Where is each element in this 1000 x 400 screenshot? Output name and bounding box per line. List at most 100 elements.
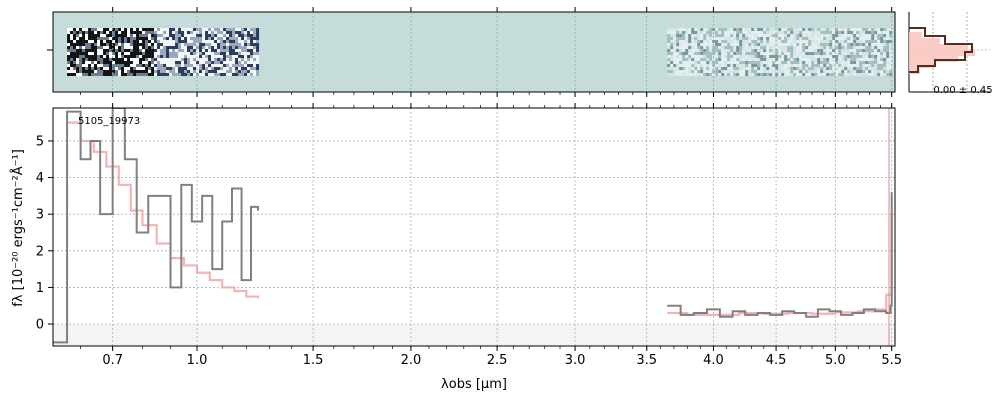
- spectrum-2d-pixel: [178, 61, 182, 64]
- spectrum-2d-pixel: [805, 70, 809, 73]
- spectrum-2d-pixel: [733, 52, 737, 55]
- spectrum-2d-pixel: [148, 28, 152, 31]
- spectrum-2d-pixel: [880, 37, 884, 40]
- spectrum-2d-pixel: [172, 28, 176, 31]
- spectrum-2d-pixel: [739, 52, 743, 55]
- spectrum-2d-pixel: [721, 64, 725, 67]
- spectrum-2d-pixel: [682, 31, 686, 34]
- spectrum-2d-pixel: [772, 28, 776, 31]
- spectrum-2d-pixel: [685, 61, 689, 64]
- spectrum-2d-pixel: [136, 64, 140, 67]
- spectrum-2d-pixel: [685, 46, 689, 49]
- spectrum-2d-pixel: [808, 43, 812, 46]
- spectrum-2d-pixel: [760, 43, 764, 46]
- spectrum-2d-pixel: [202, 70, 206, 73]
- spectrum-2d-pixel: [214, 64, 218, 67]
- spectrum-2d-pixel: [745, 58, 749, 61]
- spectrum-2d-pixel: [781, 46, 785, 49]
- spectrum-2d-pixel: [112, 37, 116, 40]
- spectrum-2d-pixel: [796, 28, 800, 31]
- spectrum-2d-pixel: [175, 61, 179, 64]
- spectrum-2d-pixel: [238, 52, 242, 55]
- spectrum-2d-pixel: [679, 28, 683, 31]
- spectrum-2d-pixel: [865, 28, 869, 31]
- spectrum-2d-pixel: [670, 61, 674, 64]
- spectrum-2d-pixel: [148, 34, 152, 37]
- spectrum-2d-pixel: [868, 58, 872, 61]
- spectrum-2d-pixel: [67, 40, 71, 43]
- spectrum-2d-pixel: [160, 73, 164, 76]
- spectrum-2d-pixel: [862, 46, 866, 49]
- spectrum-2d-pixel: [682, 43, 686, 46]
- spectrum-2d-pixel: [829, 46, 833, 49]
- spectrum-2d-pixel: [853, 49, 857, 52]
- spectrum-2d-pixel: [799, 49, 803, 52]
- spectrum-2d-pixel: [223, 37, 227, 40]
- spectrum-2d-pixel: [196, 73, 200, 76]
- spectrum-2d-pixel: [115, 67, 119, 70]
- spectrum-2d-pixel: [715, 46, 719, 49]
- spectrum-2d-pixel: [250, 58, 254, 61]
- spectrum-2d-pixel: [730, 46, 734, 49]
- spectrum-2d-pixel: [868, 43, 872, 46]
- spectrum-2d-pixel: [778, 55, 782, 58]
- spectrum-2d-pixel: [781, 49, 785, 52]
- spectrum-2d-pixel: [823, 37, 827, 40]
- spectrum-2d-pixel: [193, 67, 197, 70]
- spectrum-2d-pixel: [676, 67, 680, 70]
- spectrum-2d-pixel: [205, 52, 209, 55]
- spectrum-2d-pixel: [865, 40, 869, 43]
- spectrum-2d-pixel: [160, 58, 164, 61]
- spectrum-2d-pixel: [706, 73, 710, 76]
- spectrum-2d-pixel: [178, 67, 182, 70]
- spectrum-2d-pixel: [874, 40, 878, 43]
- spectrum-2d-pixel: [253, 46, 257, 49]
- spectrum-2d-pixel: [73, 40, 77, 43]
- spectrum-2d-pixel: [811, 49, 815, 52]
- spectrum-2d-pixel: [865, 49, 869, 52]
- spectrum-2d-pixel: [667, 58, 671, 61]
- spectrum-2d-pixel: [781, 64, 785, 67]
- spectrum-2d-pixel: [85, 67, 89, 70]
- spectrum-2d-pixel: [67, 70, 71, 73]
- spectrum-2d-pixel: [199, 40, 203, 43]
- spectrum-2d-pixel: [748, 73, 752, 76]
- spectrum-2d-pixel: [673, 55, 677, 58]
- spectrum-2d-pixel: [109, 34, 113, 37]
- spectrum-2d-pixel: [193, 40, 197, 43]
- spectrum-2d-pixel: [793, 40, 797, 43]
- spectrum-2d-pixel: [241, 58, 245, 61]
- spectrum-2d-pixel: [217, 49, 221, 52]
- spectrum-2d-pixel: [769, 52, 773, 55]
- spectrum-2d-pixel: [82, 43, 86, 46]
- spectrum-2d-pixel: [235, 46, 239, 49]
- spectrum-2d-pixel: [733, 64, 737, 67]
- spectrum-2d-pixel: [91, 43, 95, 46]
- spectrum-2d-pixel: [154, 31, 158, 34]
- spectrum-2d-pixel: [766, 34, 770, 37]
- spectrum-2d-pixel: [847, 37, 851, 40]
- spectrum-2d-pixel: [859, 61, 863, 64]
- spectrum-2d-pixel: [709, 43, 713, 46]
- spectrum-2d-pixel: [199, 46, 203, 49]
- spectrum-2d-pixel: [169, 61, 173, 64]
- spectrum-2d-pixel: [127, 46, 131, 49]
- spectrum-2d-pixel: [808, 37, 812, 40]
- spectrum-2d-pixel: [217, 40, 221, 43]
- spectrum-2d-pixel: [673, 49, 677, 52]
- spectrum-2d-pixel: [205, 28, 209, 31]
- spectrum-2d-pixel: [232, 28, 236, 31]
- spectrum-2d-pixel: [217, 70, 221, 73]
- spectrum-2d-pixel: [697, 49, 701, 52]
- spectrum-2d-pixel: [70, 67, 74, 70]
- spectrum-2d-pixel: [748, 64, 752, 67]
- spectrum-2d-pixel: [673, 58, 677, 61]
- spectrum-2d-pixel: [193, 46, 197, 49]
- spectrum-2d-pixel: [235, 70, 239, 73]
- spectrum-2d-pixel: [871, 46, 875, 49]
- spectrum-2d-pixel: [808, 49, 812, 52]
- spectrum-2d-pixel: [217, 55, 221, 58]
- spectrum-2d-pixel: [172, 40, 176, 43]
- spectrum-2d-pixel: [151, 73, 155, 76]
- spectrum-2d-pixel: [175, 40, 179, 43]
